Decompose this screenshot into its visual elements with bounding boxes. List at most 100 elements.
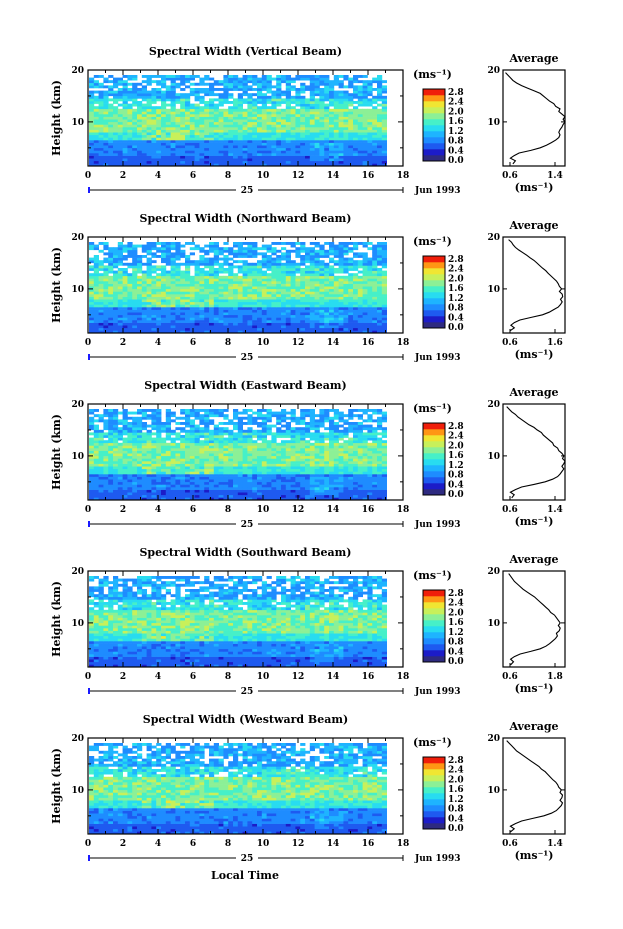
heatmap-cell (93, 244, 99, 248)
heatmap-cell (309, 262, 315, 266)
heatmap-cell (247, 325, 253, 329)
heatmap-cell (180, 312, 186, 316)
heatmap-cell (300, 160, 306, 164)
heatmap-cell (257, 155, 263, 159)
heatmap-cell (199, 312, 205, 316)
heatmap-cell (170, 275, 176, 279)
heatmap-cell (213, 278, 219, 282)
heatmap-cell (170, 301, 176, 305)
heatmap-cell (146, 463, 152, 467)
heatmap-cell (362, 153, 368, 156)
heatmap-cell (247, 77, 253, 81)
heatmap-cell (367, 98, 373, 102)
heatmap-cell (108, 301, 114, 305)
heatmap-cell (362, 288, 368, 292)
heatmap-cell (122, 80, 128, 84)
heatmap-cell (137, 301, 143, 305)
heatmap-cell (161, 255, 167, 258)
heatmap-cell (237, 270, 243, 274)
heatmap-cell (285, 283, 291, 287)
heatmap-cell (185, 291, 191, 295)
heatmap-cell (233, 494, 239, 498)
heatmap-cell (367, 85, 373, 89)
heatmap-cell (261, 127, 267, 130)
heatmap-cell (309, 314, 315, 318)
heatmap-cell (132, 325, 138, 329)
heatmap-cell (180, 108, 186, 112)
heatmap-cell (295, 471, 301, 475)
heatmap-cell (117, 309, 123, 313)
heatmap-cell (175, 314, 181, 318)
heatmap-cell (237, 111, 243, 115)
heatmap-cell (285, 468, 291, 472)
heatmap-cell (357, 163, 363, 167)
heatmap-cell (242, 98, 248, 102)
heatmap-cell (189, 90, 195, 94)
heatmap-cell (161, 252, 167, 256)
heatmap-cell (93, 155, 99, 159)
heatmap-cell (377, 484, 383, 488)
heatmap-cell (175, 116, 181, 120)
heatmap-cell (290, 296, 296, 300)
heatmap-cell (156, 150, 162, 154)
heatmap-cell (228, 320, 234, 323)
heatmap-cell (362, 132, 368, 136)
heatmap-cell (266, 132, 272, 136)
heatmap-cell (103, 317, 109, 321)
heatmap-cell (175, 291, 181, 295)
heatmap-cell (271, 257, 277, 261)
heatmap-cell (300, 134, 306, 138)
heatmap-cell (357, 80, 363, 84)
heatmap-cell (228, 85, 234, 89)
heatmap-cell (357, 119, 363, 123)
heatmap-cell (295, 142, 301, 146)
heatmap-cell (194, 140, 200, 143)
heatmap-cell (108, 247, 114, 251)
heatmap-cell (170, 80, 176, 84)
heatmap-cell (338, 242, 344, 245)
heatmap-cell (257, 147, 263, 151)
heatmap-cell (228, 304, 234, 308)
heatmap-cell (314, 145, 320, 149)
heatmap-cell (319, 150, 325, 154)
heatmap-cell (381, 158, 387, 162)
heatmap-cell (324, 114, 330, 117)
heatmap-cell (161, 296, 167, 300)
heatmap-cell (281, 327, 287, 331)
heatmap-cell (146, 103, 152, 107)
heatmap-cell (338, 497, 344, 501)
heatmap-cell (113, 278, 119, 282)
heatmap-cell (329, 492, 335, 496)
heatmap-cell (338, 142, 344, 146)
heatmap-cell (242, 466, 248, 470)
heatmap-cell (357, 330, 363, 334)
heatmap-cell (324, 327, 330, 331)
heatmap-cell (324, 153, 330, 156)
heatmap-cell (122, 312, 128, 316)
heatmap-cell (213, 307, 219, 310)
heatmap-cell (381, 476, 387, 480)
heatmap-cell (228, 487, 234, 490)
heatmap-cell (281, 317, 287, 321)
heatmap-cell (228, 93, 234, 97)
heatmap-cell (247, 474, 253, 477)
heatmap-cell (266, 77, 272, 81)
heatmap-cell (324, 476, 330, 480)
heatmap-cell (161, 265, 167, 269)
heatmap-cell (108, 257, 114, 261)
heatmap-cell (377, 140, 383, 143)
heatmap-cell (348, 278, 354, 282)
heatmap-cell (108, 275, 114, 279)
heatmap-cell (185, 93, 191, 97)
heatmap-cell (170, 283, 176, 287)
heatmap-cell (98, 147, 104, 151)
heatmap-cell (117, 463, 123, 467)
heatmap-cell (122, 481, 128, 485)
heatmap-cell (185, 479, 191, 483)
heatmap-cell (189, 150, 195, 154)
heatmap-cell (290, 322, 296, 326)
heatmap-cell (314, 93, 320, 97)
heatmap-cell (93, 301, 99, 305)
heatmap-cell (199, 330, 205, 334)
heatmap-cell (137, 257, 143, 261)
